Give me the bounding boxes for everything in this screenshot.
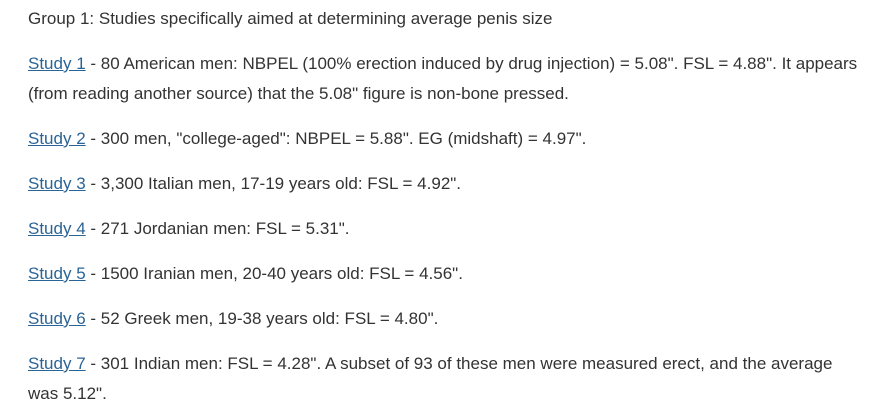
study-6-link[interactable]: Study 6 — [28, 309, 86, 328]
study-3-link[interactable]: Study 3 — [28, 174, 86, 193]
study-paragraph: Study 7 - 301 Indian men: FSL = 4.28". A… — [28, 349, 858, 409]
study-2-link[interactable]: Study 2 — [28, 129, 86, 148]
study-6-text: - 52 Greek men, 19-38 years old: FSL = 4… — [85, 309, 439, 328]
study-paragraph: Study 6 - 52 Greek men, 19-38 years old:… — [28, 304, 858, 334]
group-heading: Group 1: Studies specifically aimed at d… — [28, 9, 553, 28]
study-3-text: - 3,300 Italian men, 17-19 years old: FS… — [85, 174, 462, 193]
study-1-link[interactable]: Study 1 — [28, 54, 86, 73]
study-7-link[interactable]: Study 7 — [28, 354, 86, 373]
study-paragraph: Study 1 - 80 American men: NBPEL (100% e… — [28, 49, 858, 109]
study-5-text: - 1500 Iranian men, 20-40 years old: FSL… — [85, 264, 463, 283]
study-4-link[interactable]: Study 4 — [28, 219, 86, 238]
study-7-text: - 301 Indian men: FSL = 4.28". A subset … — [28, 354, 833, 403]
study-2-text: - 300 men, "college-aged": NBPEL = 5.88"… — [85, 129, 587, 148]
study-1-text: - 80 American men: NBPEL (100% erection … — [28, 54, 858, 103]
study-paragraph: Study 5 - 1500 Iranian men, 20-40 years … — [28, 259, 858, 289]
study-paragraph: Study 4 - 271 Jordanian men: FSL = 5.31"… — [28, 214, 858, 244]
study-5-link[interactable]: Study 5 — [28, 264, 86, 283]
study-paragraph: Study 2 - 300 men, "college-aged": NBPEL… — [28, 124, 858, 154]
study-4-text: - 271 Jordanian men: FSL = 5.31". — [85, 219, 350, 238]
study-paragraph: Study 3 - 3,300 Italian men, 17-19 years… — [28, 169, 858, 199]
